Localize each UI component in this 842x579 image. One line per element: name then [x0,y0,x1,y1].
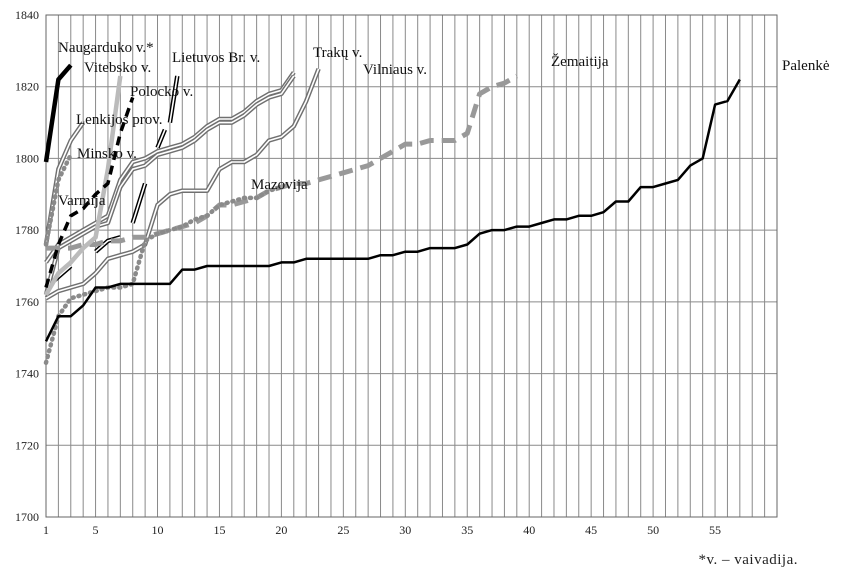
series-label: Varmija [58,193,106,209]
x-tick-label: 40 [523,523,535,537]
series-label: Naugarduko v.* [58,40,154,56]
y-tick-label: 1800 [15,151,39,165]
y-tick-label: 1780 [15,223,39,237]
series-label: Palenkė [782,58,830,74]
x-tick-label: 25 [337,523,349,537]
series-line-11 [46,73,519,251]
series-line-4 [45,75,295,295]
y-tick-label: 1820 [15,80,39,94]
footnote: *v. – vaivadija. [698,552,798,568]
series-label: Lietuvos Br. v. [172,50,260,66]
series-label: Vilniaus v. [363,62,427,78]
x-tick-label: 15 [213,523,225,537]
series-label: Polocko v. [130,84,193,100]
series-label: Žemaitija [551,53,609,70]
series-line-2 [44,75,123,296]
y-tick-label: 1840 [15,8,39,22]
x-axis-ticks: 1 5 10 15 20 25 30 35 40 45 50 55 [43,523,721,537]
series-line-1 [43,63,73,163]
y-axis-ticks: 1700 1720 1740 1760 1780 1800 1820 1840 [15,8,39,524]
y-tick-label: 1720 [15,438,39,452]
series-line-9 [44,96,135,288]
y-tick-label: 1700 [15,510,39,524]
series-label: Minsko v. [77,146,137,162]
series-line-segment [156,129,166,149]
y-tick-label: 1740 [15,367,39,381]
series-lines [43,63,741,366]
series-line-segment [169,75,179,123]
series-line-5 [45,68,320,299]
x-tick-label: 5 [93,523,99,537]
series-line-12 [44,78,741,342]
chart-grid [45,14,778,518]
series-line-10 [43,184,284,366]
series-label: Vitebsko v. [84,60,151,76]
x-tick-label: 45 [585,523,597,537]
plot-frame [45,14,778,518]
x-tick-label: 20 [275,523,287,537]
x-tick-label: 1 [43,523,49,537]
series-line-6 [131,183,146,224]
series-label: Trakų v. [313,45,362,61]
y-tick-label: 1760 [15,295,39,309]
x-tick-label: 50 [647,523,659,537]
x-tick-label: 35 [461,523,473,537]
series-label: Mazovija [251,177,308,193]
x-tick-label: 30 [399,523,411,537]
series-line-3 [45,71,295,263]
series-label: Lenkijos prov. [76,112,163,128]
series-line-8 [43,152,74,247]
x-tick-label: 55 [709,523,721,537]
series-labels: Naugarduko v.* Vitebsko v. Lietuvos Br. v.… [58,40,830,209]
x-tick-label: 10 [152,523,164,537]
